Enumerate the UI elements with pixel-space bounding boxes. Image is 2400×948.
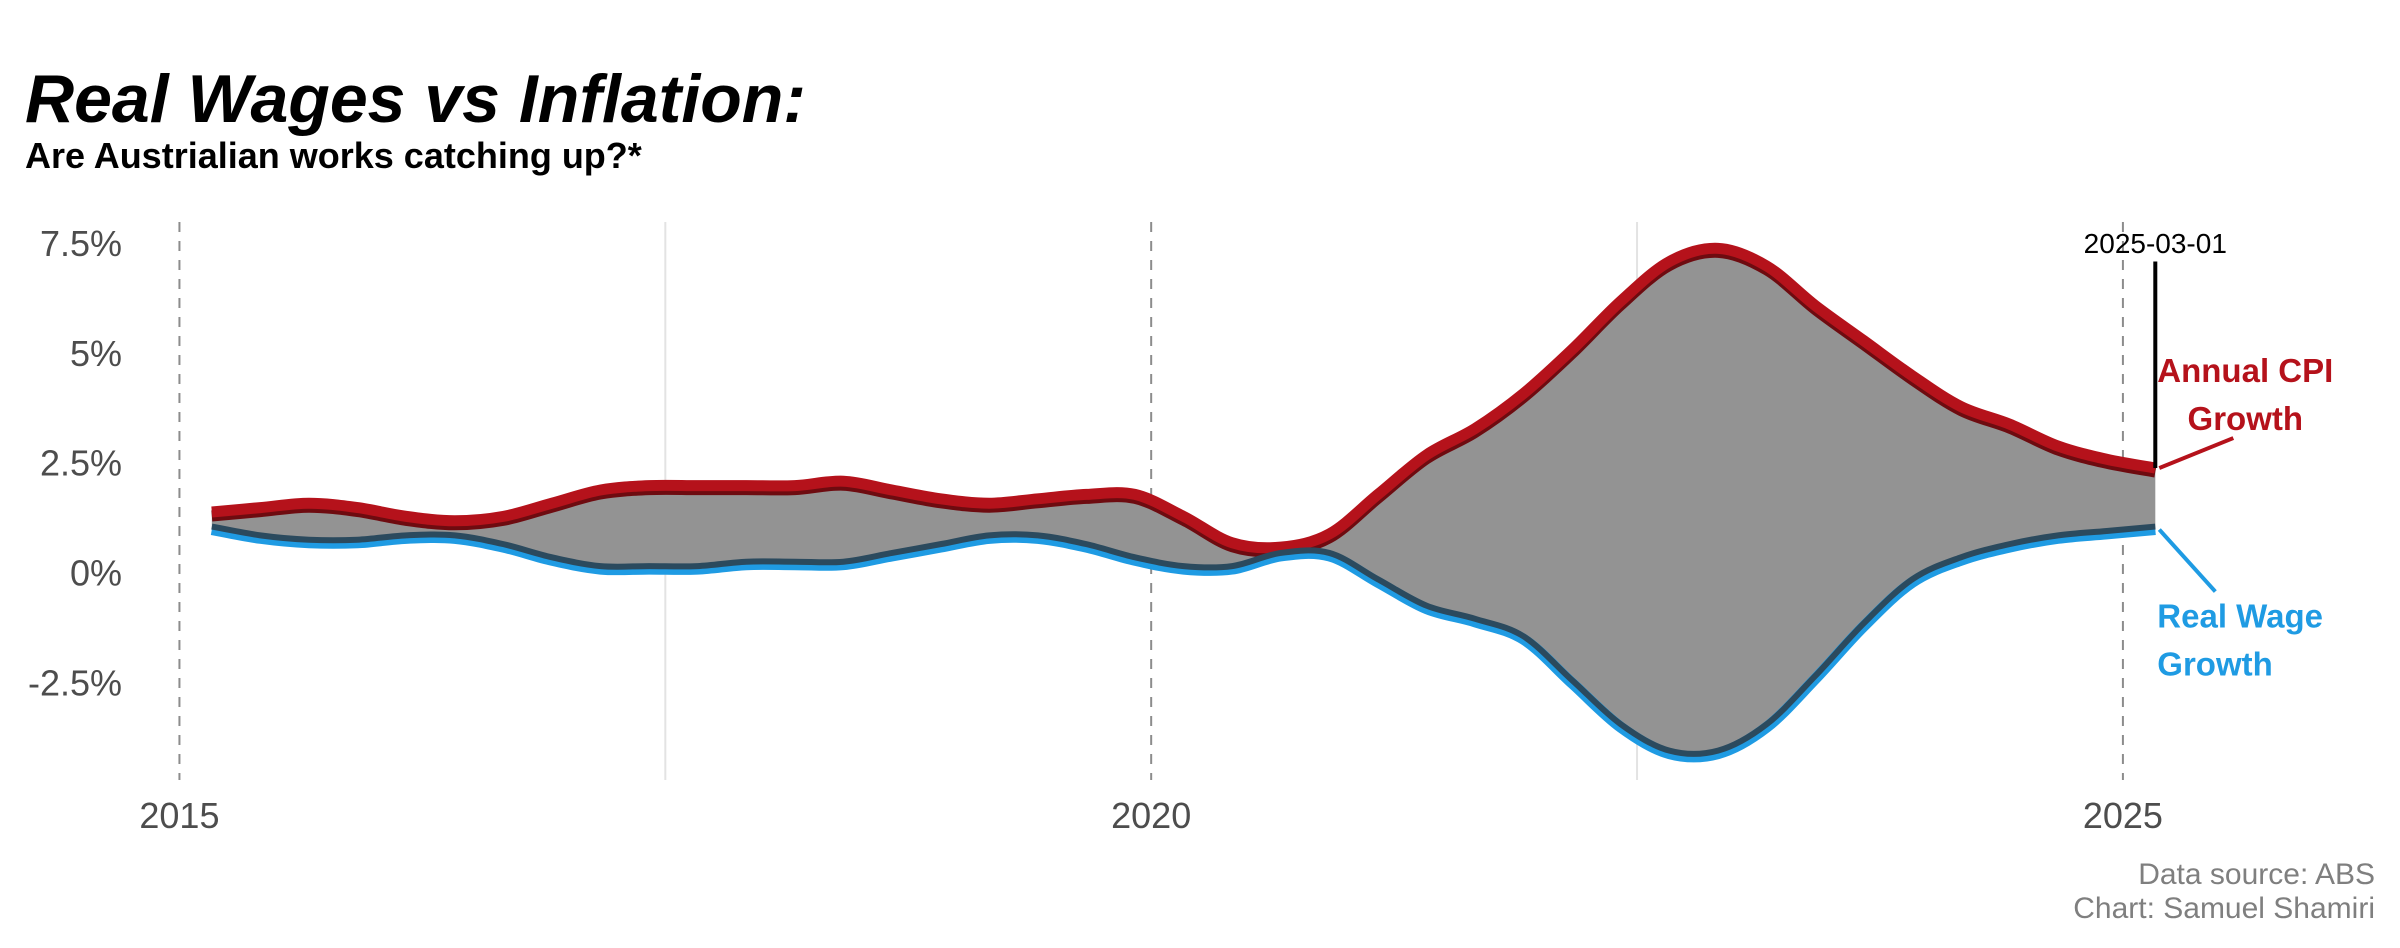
chart-title: Real Wages vs Inflation: [25,61,806,137]
y-tick-label: 5% [70,333,122,374]
y-tick-label: -2.5% [28,662,122,703]
x-tick-label: 2015 [139,795,219,836]
wage-series-group [210,523,2156,763]
gap-area [211,248,2156,757]
cpi-label-connector [2158,436,2235,470]
x-tick-label: 2020 [1111,795,1191,836]
wage-series-label-line1: Real Wage [2157,598,2323,635]
y-tick-label: 7.5% [40,223,122,264]
x-axis-ticks: 2015 2020 2025 [139,795,2163,836]
date-marker-label: 2025-03-01 [2084,228,2227,259]
caption-source: Data source: ABS [2138,858,2375,891]
x-tick-label: 2025 [2083,795,2163,836]
cpi-series-label-line1: Annual CPI [2157,352,2333,389]
y-tick-label: 2.5% [40,443,122,484]
cpi-series-group [211,242,2157,558]
wage-series-label-line2: Growth [2157,646,2272,683]
chart-subtitle: Are Austrialian works catching up?* [25,135,642,176]
cpi-series-label-line2: Growth [2188,400,2303,437]
wage-line-shadow [211,523,2156,757]
wage-label-connector [2157,528,2217,593]
y-axis-ticks: -2.5% 0% 2.5% 5% 7.5% [28,223,122,703]
y-tick-label: 0% [70,552,122,593]
caption-author: Chart: Samuel Shamiri [2073,892,2375,925]
